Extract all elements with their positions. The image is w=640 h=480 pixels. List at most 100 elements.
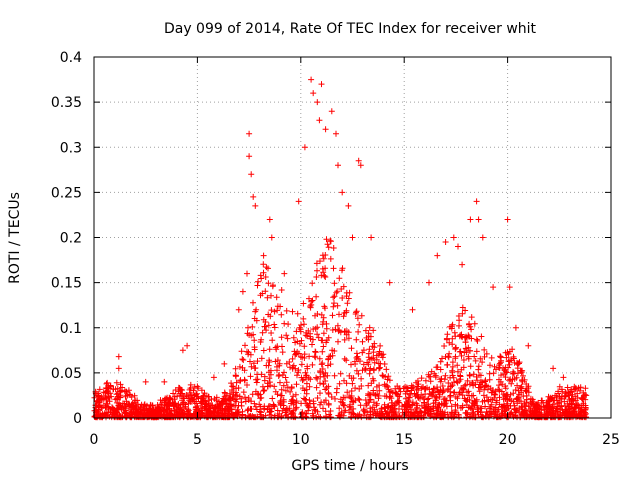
scatter-point bbox=[427, 406, 433, 412]
scatter-point bbox=[352, 361, 359, 367]
scatter-point bbox=[571, 383, 578, 390]
scatter-point bbox=[272, 344, 279, 351]
scatter-point bbox=[247, 358, 253, 365]
scatter-point bbox=[463, 402, 470, 408]
data-point bbox=[115, 353, 122, 360]
scatter-point bbox=[446, 393, 453, 400]
scatter-point bbox=[378, 352, 385, 359]
scatter-point bbox=[233, 385, 240, 392]
scatter-point bbox=[433, 364, 440, 371]
data-point bbox=[301, 144, 308, 151]
scatter-point bbox=[353, 350, 360, 357]
scatter-point bbox=[303, 414, 310, 421]
scatter-point bbox=[334, 322, 341, 329]
scatter-point bbox=[251, 344, 258, 351]
scatter-point bbox=[481, 353, 488, 360]
scatter-point bbox=[369, 404, 376, 411]
scatter-point bbox=[455, 313, 462, 319]
scatter-point bbox=[365, 390, 372, 397]
scatter-point bbox=[157, 408, 164, 415]
scatter-point bbox=[239, 356, 246, 363]
scatter-point bbox=[306, 397, 313, 404]
scatter-point bbox=[282, 387, 289, 394]
scatter-point bbox=[466, 372, 473, 378]
scatter-point bbox=[141, 407, 148, 413]
scatter-point bbox=[313, 293, 320, 300]
scatter-point bbox=[478, 414, 485, 420]
scatter-point bbox=[417, 395, 423, 402]
scatter-point bbox=[362, 397, 369, 403]
scatter-point bbox=[277, 392, 284, 399]
scatter-point bbox=[513, 359, 520, 366]
data-point bbox=[322, 126, 329, 133]
scatter-point bbox=[234, 410, 241, 417]
scatter-point bbox=[327, 238, 334, 245]
scatter-point bbox=[396, 393, 403, 400]
scatter-point bbox=[263, 362, 270, 369]
scatter-point bbox=[498, 372, 504, 379]
scatter-point bbox=[203, 412, 209, 419]
scatter-point bbox=[94, 398, 100, 405]
scatter-point bbox=[330, 294, 337, 301]
scatter-point bbox=[110, 405, 117, 412]
scatter-point bbox=[454, 368, 461, 375]
scatter-point bbox=[506, 361, 513, 368]
scatter-point bbox=[271, 324, 278, 331]
scatter-point bbox=[377, 342, 384, 349]
scatter-point bbox=[365, 354, 372, 361]
scatter-point bbox=[293, 381, 300, 388]
scatter-point bbox=[318, 361, 325, 368]
scatter-point bbox=[459, 404, 466, 411]
scatter-point bbox=[313, 374, 320, 381]
scatter-point bbox=[336, 275, 343, 282]
scatter-point bbox=[300, 315, 307, 322]
scatter-point bbox=[567, 389, 574, 396]
scatter-point bbox=[139, 410, 146, 417]
scatter-point bbox=[202, 401, 209, 408]
scatter-point bbox=[175, 401, 182, 408]
scatter-point bbox=[291, 413, 298, 420]
scatter-point bbox=[510, 390, 517, 397]
scatter-point bbox=[272, 388, 279, 395]
scatter-point bbox=[241, 367, 248, 374]
y-tick-label: 0.1 bbox=[60, 321, 82, 337]
scatter-point bbox=[565, 406, 572, 413]
scatter-point bbox=[447, 388, 454, 395]
scatter-point bbox=[320, 255, 327, 262]
scatter-point bbox=[464, 389, 470, 396]
data-point bbox=[504, 216, 511, 223]
scatter-point bbox=[421, 399, 428, 406]
scatter-point bbox=[264, 294, 271, 301]
data-point bbox=[95, 392, 102, 399]
scatter-point bbox=[126, 402, 133, 409]
scatter-point bbox=[441, 395, 448, 402]
scatter-point bbox=[290, 334, 297, 341]
scatter-point bbox=[331, 280, 338, 287]
scatter-point bbox=[279, 349, 286, 356]
scatter-point bbox=[564, 384, 571, 391]
scatter-point bbox=[336, 380, 343, 387]
scatter-point bbox=[117, 414, 124, 421]
scatter-point bbox=[254, 282, 261, 289]
scatter-point bbox=[317, 380, 323, 387]
scatter-point bbox=[360, 361, 367, 368]
scatter-point bbox=[580, 396, 587, 403]
scatter-point bbox=[473, 373, 480, 380]
scatter-point bbox=[281, 320, 288, 327]
scatter-point bbox=[569, 400, 576, 407]
scatter-point bbox=[260, 269, 267, 276]
scatter-point bbox=[228, 380, 235, 387]
data-point bbox=[250, 193, 257, 200]
scatter-point bbox=[487, 362, 493, 369]
scatter-point bbox=[483, 409, 490, 416]
scatter-point bbox=[239, 411, 246, 418]
scatter-point bbox=[268, 307, 275, 314]
scatter-point bbox=[331, 372, 338, 379]
scatter-point bbox=[434, 411, 441, 418]
scatter-point bbox=[299, 377, 306, 384]
scatter-point bbox=[185, 400, 192, 407]
scatter-point bbox=[364, 359, 371, 366]
data-point bbox=[550, 365, 557, 372]
scatter-point bbox=[331, 293, 338, 300]
scatter-point bbox=[236, 363, 243, 370]
